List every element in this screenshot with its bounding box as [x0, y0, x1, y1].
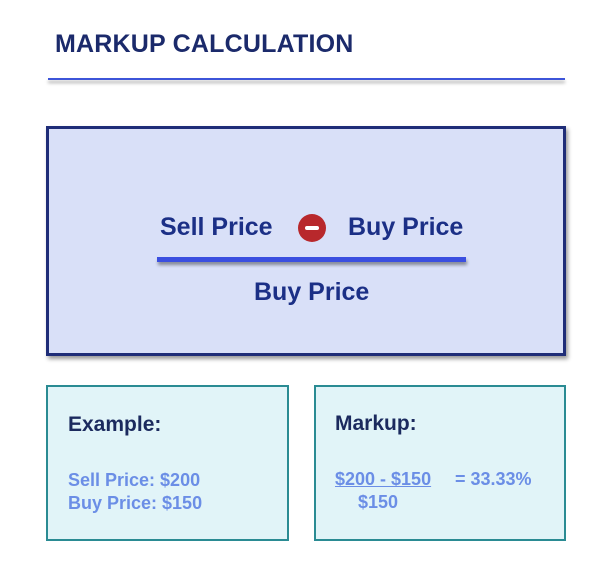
- example-buy-price: Buy Price: $150: [68, 493, 203, 513]
- minus-circle-icon: [298, 214, 326, 242]
- markup-denominator: $150: [358, 492, 399, 512]
- markup-card: [314, 385, 566, 541]
- example-heading: Example:: [68, 413, 162, 436]
- example-card: [46, 385, 289, 541]
- markup-numerator: $200 - $150: [335, 469, 432, 489]
- page-title: MARKUP CALCULATION: [55, 30, 354, 58]
- formula-numerator-left: Sell Price: [160, 213, 273, 241]
- example-sell-price: Sell Price: $200: [68, 470, 201, 490]
- fraction-bar: [157, 257, 466, 262]
- formula-numerator-right: Buy Price: [348, 213, 464, 241]
- title-divider: [48, 78, 565, 80]
- markup-heading: Markup:: [335, 412, 417, 435]
- markup-result: = 33.33%: [455, 469, 532, 489]
- formula-denominator: Buy Price: [254, 278, 370, 306]
